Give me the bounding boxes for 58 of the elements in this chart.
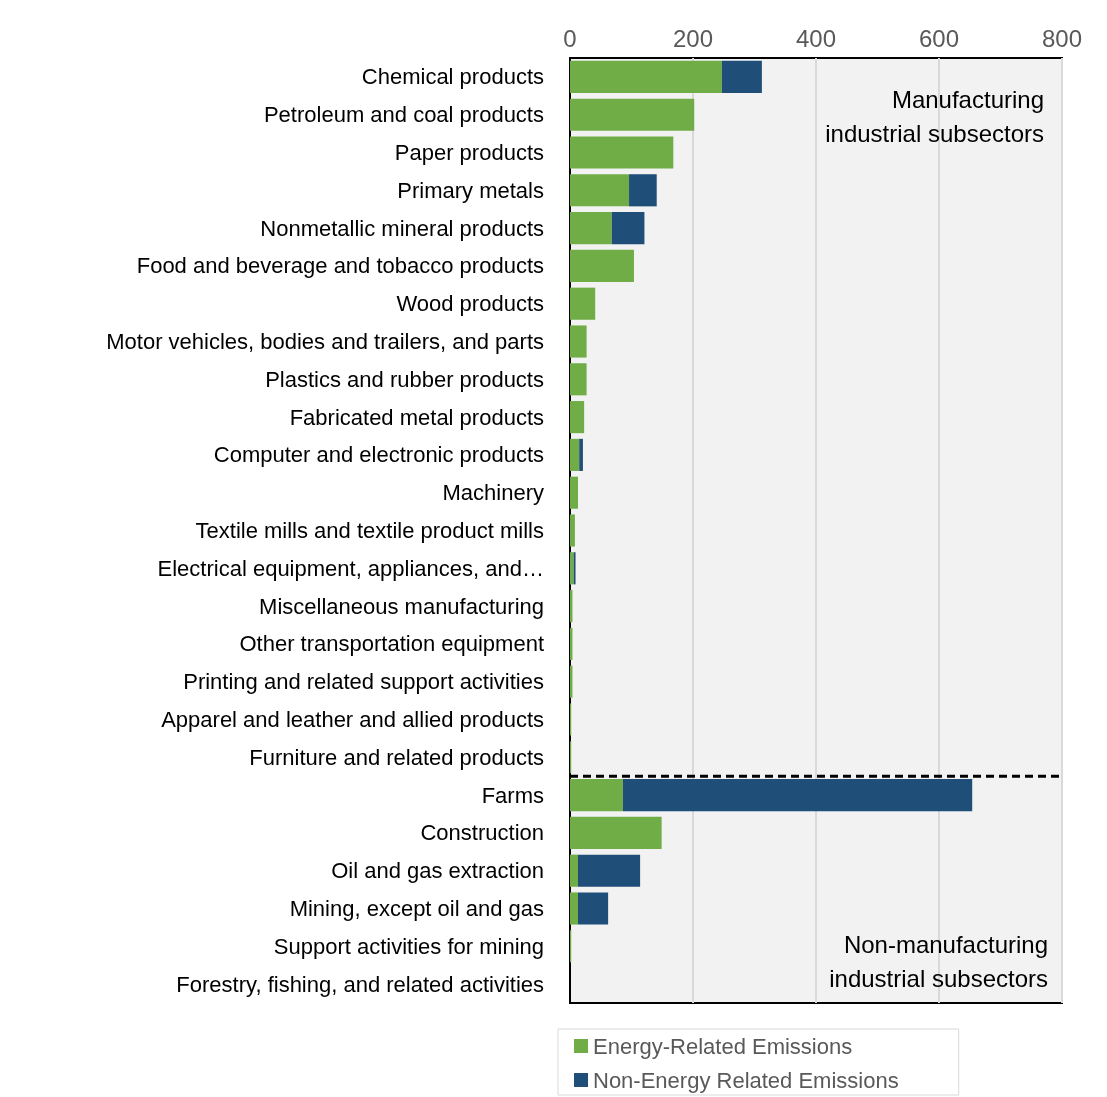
bar bbox=[611, 212, 645, 245]
y-tick-label: Petroleum and coal products bbox=[263, 102, 544, 128]
bar bbox=[622, 779, 973, 812]
bar bbox=[570, 363, 587, 396]
bar bbox=[570, 854, 578, 887]
y-tick-label: Support activities for mining bbox=[273, 933, 544, 959]
bar bbox=[578, 892, 609, 925]
y-tick-label: Miscellaneous manufacturing bbox=[259, 593, 544, 619]
y-tick-label: Nonmetallic mineral products bbox=[260, 215, 544, 241]
bar bbox=[579, 438, 583, 471]
bar bbox=[570, 401, 585, 434]
bar bbox=[570, 514, 575, 547]
y-tick-label: Textile mills and textile product mills bbox=[195, 518, 544, 543]
y-tick-label: Forestry, fishing, and related activities bbox=[176, 971, 544, 997]
bar bbox=[570, 438, 580, 471]
y-tick-label: Furniture and related products bbox=[249, 744, 544, 770]
x-tick-label: 0 bbox=[563, 24, 577, 52]
y-tick-label: Wood products bbox=[396, 291, 544, 317]
bar bbox=[570, 325, 587, 358]
bar bbox=[570, 476, 578, 509]
y-tick-label: Fabricated metal products bbox=[289, 404, 544, 430]
x-tick-label: 800 bbox=[1041, 24, 1083, 52]
bar bbox=[721, 60, 762, 93]
legend-label: Non-Energy Related Emissions bbox=[593, 1067, 899, 1093]
y-tick-label: Paper products bbox=[394, 140, 544, 165]
x-tick-label: 600 bbox=[918, 24, 960, 52]
bar bbox=[570, 287, 596, 320]
bar bbox=[570, 174, 630, 207]
x-tick-label: 400 bbox=[795, 24, 837, 52]
y-tick-label: Mining, except oil and gas bbox=[289, 896, 544, 921]
y-tick-label: Plastics and rubber products bbox=[265, 366, 544, 392]
bar bbox=[570, 60, 722, 93]
bar bbox=[570, 136, 674, 169]
y-tick-label: Construction bbox=[420, 820, 544, 846]
bar bbox=[629, 174, 657, 207]
annotation: Manufacturing industrial subsectors bbox=[825, 85, 1044, 147]
y-tick-label: Printing and related support activities bbox=[183, 669, 544, 695]
y-tick-label: Food and beverage and tobacco products bbox=[136, 253, 544, 279]
y-tick-label: Farms bbox=[481, 782, 544, 808]
bar bbox=[570, 892, 578, 925]
bar bbox=[570, 779, 623, 812]
bar bbox=[578, 854, 641, 887]
y-tick-label: Machinery bbox=[442, 480, 544, 506]
y-tick-label: Chemical products bbox=[361, 64, 544, 90]
bar bbox=[570, 98, 695, 131]
bar bbox=[570, 816, 662, 849]
y-tick-label: Oil and gas extraction bbox=[331, 858, 544, 884]
x-tick-label: 200 bbox=[672, 24, 714, 52]
bar bbox=[570, 249, 634, 282]
bar bbox=[570, 212, 612, 245]
y-tick-label: Motor vehicles, bodies and trailers, and parts bbox=[106, 329, 544, 354]
legend-label: Energy-Related Emissions bbox=[593, 1033, 853, 1059]
y-tick-label: Electrical equipment, appliances, and… bbox=[157, 555, 544, 581]
y-tick-label: Computer and electronic products bbox=[213, 442, 544, 468]
annotation: Non-manufacturing industrial subsectors bbox=[829, 930, 1048, 992]
y-tick-label: Apparel and leather and allied products bbox=[161, 707, 544, 732]
y-tick-label: Other transportation equipment bbox=[239, 631, 544, 657]
y-tick-label: Primary metals bbox=[397, 177, 544, 203]
